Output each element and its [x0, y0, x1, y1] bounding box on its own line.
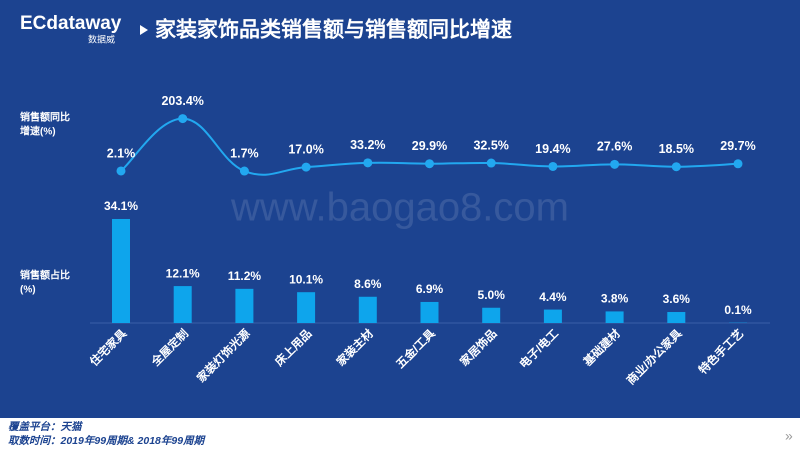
line-point: [301, 162, 311, 172]
line-label: 29.9%: [412, 139, 447, 153]
line-label: 1.7%: [230, 146, 259, 160]
chart-title: 家装家饰品类销售额与销售额同比增速: [155, 18, 512, 42]
footer-bg: [0, 418, 800, 450]
bar: [420, 301, 439, 323]
title-marker: [140, 25, 148, 35]
bar-label: 10.1%: [289, 272, 323, 286]
line-point: [178, 114, 188, 124]
next-icon[interactable]: »: [785, 428, 793, 444]
bar: [482, 307, 501, 323]
line: [120, 117, 739, 176]
bar: [235, 288, 254, 323]
bar: [667, 312, 686, 323]
bar: [358, 296, 377, 323]
line-point: [733, 159, 743, 169]
line-point: [671, 162, 681, 172]
bar-label: 11.2%: [228, 269, 262, 283]
line-label: 33.2%: [350, 138, 385, 152]
bar-label: 3.6%: [663, 292, 691, 306]
bar-label: 34.1%: [104, 199, 138, 213]
bar: [605, 311, 624, 323]
line-point: [610, 159, 620, 169]
bar: [173, 286, 192, 323]
bar-label: 8.6%: [354, 277, 382, 291]
line-point: [486, 158, 496, 168]
line-label: 2.1%: [107, 146, 136, 160]
bar: [297, 292, 316, 323]
logo-sub: 数据威: [88, 33, 115, 44]
bar-label: 5.0%: [478, 288, 506, 302]
line-point: [363, 158, 373, 168]
line-label: 27.6%: [597, 140, 632, 154]
line-point: [425, 159, 434, 169]
bar-label: 12.1%: [166, 266, 200, 280]
series-label: 销售额同比: [20, 111, 70, 124]
bar-label: 4.4%: [539, 290, 567, 304]
bar: [543, 309, 562, 323]
line-label: 29.7%: [720, 139, 755, 153]
footer-platform: 覆盖平台：天猫: [8, 420, 84, 433]
bar-label: 3.8%: [601, 292, 629, 306]
line-label: 18.5%: [659, 142, 694, 156]
bar-label: 0.1%: [724, 303, 752, 317]
logo: ECdataway: [20, 13, 122, 34]
bar: [112, 218, 130, 323]
background: [0, 0, 800, 418]
line-label: 32.5%: [473, 138, 508, 152]
bar-label: 6.9%: [416, 282, 444, 296]
line-point: [548, 161, 558, 171]
line-point: [239, 166, 249, 176]
line-label: 19.4%: [535, 142, 570, 156]
footer-period: 取数时间：2019年99周期& 2018年99周期: [8, 434, 207, 447]
line-label: 203.4%: [161, 94, 203, 108]
line-label: 17.0%: [288, 142, 323, 156]
series-label: 增速(%): [20, 125, 56, 138]
series-label: (%): [20, 285, 36, 296]
series-label: 销售额占比: [20, 269, 70, 282]
line-point: [116, 166, 126, 176]
watermark: www.baogao8.com: [230, 186, 569, 230]
